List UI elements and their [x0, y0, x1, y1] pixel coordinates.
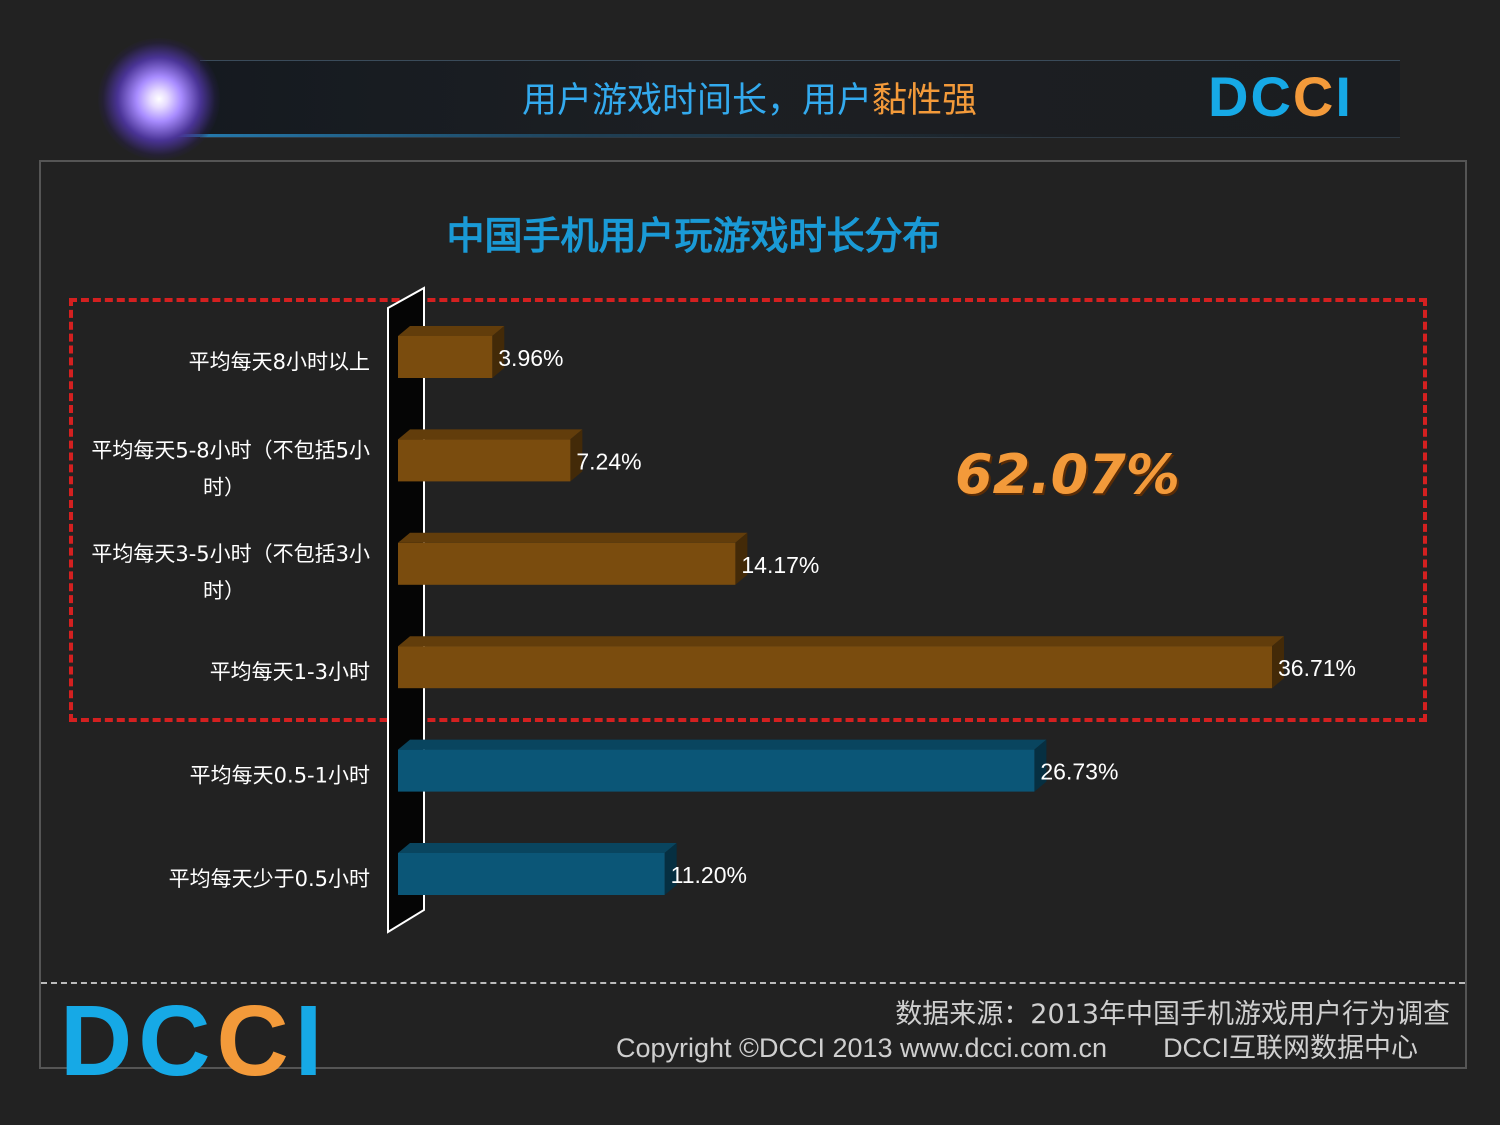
logo-letter: I [1335, 65, 1353, 128]
highlight-total-label: 62.07% [955, 443, 1180, 506]
data-label: 26.73% [1040, 759, 1118, 785]
axis-wall [387, 286, 425, 934]
data-label: 14.17% [741, 552, 819, 578]
logo-letter: C [1250, 65, 1293, 128]
bar-top [398, 636, 1284, 647]
logo-letter: C [216, 985, 295, 1097]
logo-letter: C [1292, 65, 1336, 128]
bar [398, 439, 571, 482]
bar-side [492, 326, 505, 378]
data-label: 36.71% [1278, 655, 1356, 681]
category-label: 平均每天少于0.5小时 [169, 867, 370, 891]
bar-side [735, 532, 748, 585]
dcci-logo-bottom: D C C I [60, 984, 328, 1099]
header-bar [200, 60, 1400, 138]
category-label: 平均每天8小时以上 [189, 350, 370, 374]
bar-side [1272, 636, 1284, 689]
starburst-icon [98, 38, 220, 160]
bar [398, 542, 736, 585]
bar-top [398, 532, 748, 543]
bar-top [398, 739, 1047, 750]
data-label: 11.20% [671, 862, 747, 888]
bar-side [570, 429, 583, 482]
highlight-box [69, 298, 1427, 722]
category-label: 时） [203, 579, 245, 603]
logo-letter: D [1208, 65, 1251, 128]
footer-divider [41, 982, 1465, 984]
page-title-accent: 黏性强 [872, 81, 978, 121]
logo-letter: C [138, 985, 217, 1097]
data-label: 7.24% [576, 448, 641, 474]
bar [398, 336, 493, 378]
data-source: 数据来源：2013年中国手机游戏用户行为调查 [895, 999, 1450, 1030]
bar-top [398, 429, 583, 440]
chart-panel [39, 160, 1467, 1069]
bar-top [398, 843, 677, 853]
bar-side [664, 843, 677, 895]
data-label: 3.96% [498, 345, 563, 371]
header-glow-line [150, 134, 1050, 137]
logo-letter: I [294, 985, 329, 1097]
category-label: 平均每天0.5-1小时 [190, 764, 370, 788]
bar [398, 749, 1035, 792]
bar-top [398, 326, 505, 336]
dcci-logo-top: D C C I [1208, 64, 1353, 129]
logo-letter: D [60, 985, 139, 1097]
page-title: 用户游戏时间长，用户黏性强 [522, 72, 977, 123]
org-name: DCCI互联网数据中心 [1163, 1033, 1419, 1063]
copyright-text: Copyright ©DCCI 2013 www.dcci.com.cn [616, 1033, 1108, 1063]
bar [398, 853, 665, 895]
page-title-main: 用户游戏时间长，用户 [522, 81, 873, 121]
category-label: 平均每天3-5小时（不包括3小 [91, 542, 370, 566]
category-label: 平均每天5-8小时（不包括5小 [91, 438, 370, 462]
bar [398, 646, 1272, 689]
bar-side [1034, 739, 1047, 792]
chart-title: 中国手机用户玩游戏时长分布 [446, 214, 941, 258]
category-label: 平均每天1-3小时 [210, 660, 370, 684]
copyright-line: Copyright ©DCCI 2013 www.dcci.com.cn DCCI… [616, 1026, 1418, 1065]
category-label: 时） [203, 475, 245, 499]
